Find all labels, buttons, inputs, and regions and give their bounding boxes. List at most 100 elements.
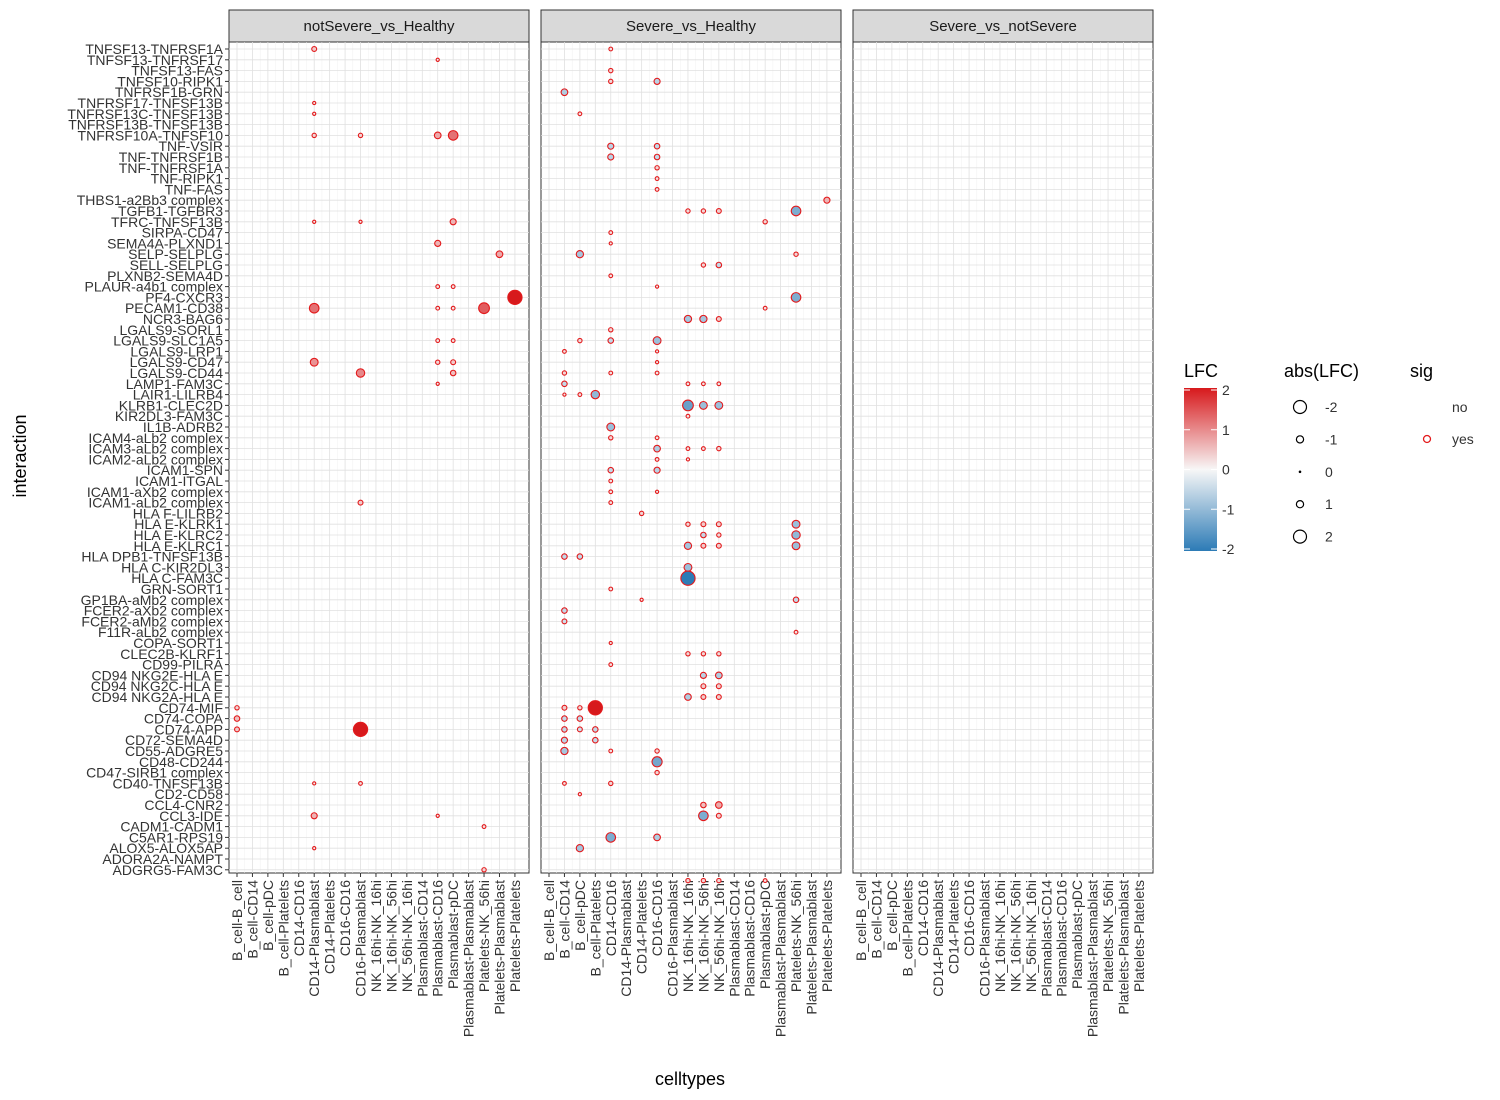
x-tick-label: B_cell-CD14 [244, 880, 260, 959]
x-tick-label: B_cell-pDC [884, 880, 900, 951]
y-tick-label: TNFRSF1B-GRN [115, 84, 223, 100]
data-point [605, 832, 617, 843]
y-tick-label: ICAM1-aXb2 complex [87, 484, 223, 500]
data-point [608, 640, 613, 646]
data-point [685, 457, 691, 462]
y-tick-label: TNF-FAS [165, 181, 223, 197]
x-tick-label: CD14-Platelets [322, 880, 338, 974]
legend-lfc-title: LFC [1184, 361, 1218, 381]
data-point [592, 736, 599, 744]
y-tick-label: CADM1-CADM1 [120, 819, 223, 835]
data-point [355, 368, 366, 378]
data-point [715, 521, 722, 528]
x-tick-label: CD14-Platelets [634, 880, 650, 974]
y-tick-label: CD74-MIF [158, 700, 223, 716]
data-point [685, 446, 691, 452]
data-point [715, 812, 722, 819]
data-point [654, 748, 660, 754]
y-tick-label: TNF-TNFRSF1A [119, 160, 224, 176]
legend-sig: sig no yes [1410, 361, 1474, 447]
facet-strip-label: Severe_vs_Healthy [626, 18, 757, 35]
y-tick-label: F11R-aLb2 complex [98, 624, 223, 640]
x-tick-label: Platelets-Plasmablast [1115, 880, 1131, 1015]
legend-size-label: 1 [1325, 496, 1333, 512]
x-tick-label: NK_56hi-NK_16hi [399, 880, 415, 992]
data-point [653, 142, 661, 150]
y-tick-label: GP1BA-aMb2 complex [81, 592, 223, 608]
x-tick-label: Plasmablast-CD14 [1038, 880, 1054, 997]
x-tick-label: Plasmablast-Plasmablast [773, 880, 789, 1037]
y-tick-label: TFRC-TNFSF13B [111, 214, 223, 230]
data-point [700, 877, 707, 884]
y-tick-label: CD94 NKG2E-HLA E [92, 667, 224, 683]
x-tick-label: NK_16hi-NK_16hi [680, 880, 696, 992]
y-tick-label: HLA E-KLRC1 [134, 538, 224, 554]
data-point [450, 359, 457, 366]
data-point [481, 824, 487, 830]
data-point [714, 400, 724, 410]
legend-sig-title: sig [1410, 361, 1433, 381]
data-point [685, 521, 691, 527]
y-tick-label: PF4-CXCR3 [145, 289, 223, 305]
y-tick-label: ICAM1-aLb2 complex [88, 495, 223, 511]
data-point [654, 186, 660, 192]
data-point [608, 46, 614, 52]
data-point [716, 532, 722, 538]
x-tick-label: CD16-CD16 [337, 880, 353, 956]
data-point [576, 726, 583, 733]
y-tick-label: TNFRSF10A-TNFSF10 [78, 127, 224, 143]
y-tick-label: CD2-CD58 [155, 786, 224, 802]
facet-panel [540, 41, 842, 874]
facet-strip [540, 9, 842, 43]
data-point [684, 693, 692, 701]
data-point [561, 715, 568, 722]
data-point [716, 381, 722, 387]
data-point [311, 45, 318, 53]
data-point [654, 165, 660, 171]
facet-strip [852, 9, 1154, 43]
data-point [653, 466, 661, 474]
data-point [450, 305, 456, 311]
data-point [608, 273, 614, 279]
y-tick-label: CD55-ADGRE5 [125, 743, 223, 759]
x-tick-label: CD14-CD16 [603, 880, 619, 956]
data-point [654, 435, 660, 441]
data-point [233, 715, 241, 722]
data-point [561, 380, 568, 388]
data-point [700, 651, 707, 657]
x-tick-label: Plasmablast-CD16 [1054, 880, 1070, 997]
y-tick-label: TNFRSF13C-TNFSF13B [67, 106, 223, 122]
data-point [561, 704, 568, 711]
data-point [608, 67, 614, 74]
legend-lfc-tick-label: -1 [1222, 501, 1235, 517]
y-tick-label: ALOX5-ALOX5AP [109, 840, 223, 856]
data-point [608, 370, 614, 376]
y-tick-label: CD74-COPA [144, 711, 224, 727]
data-point [700, 683, 707, 690]
data-point [715, 207, 722, 215]
data-point [700, 262, 707, 268]
data-point [654, 284, 660, 289]
y-tick-label: HLA C-FAM3C [131, 570, 223, 586]
x-tick-label: B_cell-CD14 [868, 880, 884, 959]
data-point [478, 302, 490, 315]
legend-size-key [1295, 500, 1305, 509]
y-tick-label: PLAUR-a4b1 complex [84, 279, 223, 295]
legend-size-label: 0 [1325, 464, 1333, 480]
data-point [700, 208, 707, 214]
x-tick-label: CD14-Plasmablast [618, 880, 634, 997]
data-point [685, 413, 691, 419]
data-point [562, 780, 567, 786]
legend-sig-label-no: no [1452, 399, 1468, 415]
facet-strip [228, 9, 530, 43]
data-point [608, 435, 614, 441]
legend-sig-key-yes [1422, 434, 1432, 444]
legend-size-key [1298, 470, 1302, 474]
legend-size-key [1292, 399, 1308, 415]
data-point [590, 389, 601, 400]
data-point [311, 132, 317, 139]
data-point [654, 349, 660, 354]
x-tick-label: Platelets-NK_56hi [476, 880, 492, 992]
data-point [576, 715, 584, 722]
